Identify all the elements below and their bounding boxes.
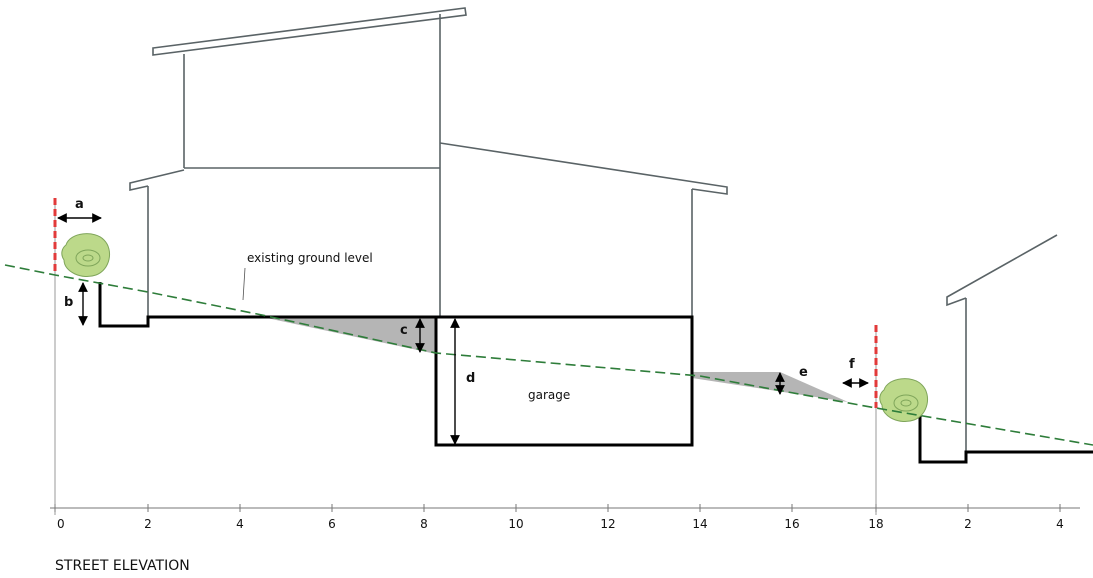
tick-label: 2 [964,517,972,531]
tick-label: 10 [508,517,523,531]
tick-label: 8 [420,517,428,531]
dimension-label: d [466,371,475,386]
roof [946,234,1058,307]
annotation: garage [528,388,570,402]
foundation [98,282,694,447]
title: STREET ELEVATION [55,558,190,574]
tick-label: 14 [692,517,707,531]
leader-line [242,267,246,301]
ground-line [4,264,1093,446]
roof [152,7,467,56]
foundation [918,416,1093,464]
tick-label: 0 [57,517,65,531]
tree [879,378,929,422]
roof [439,142,728,195]
roof [129,169,185,191]
tick-label: 2 [144,517,152,531]
tick-label: 16 [784,517,799,531]
tick-label: 4 [1056,517,1064,531]
dimension-label: a [75,197,84,212]
drawing [4,7,1093,515]
fill-area [692,372,848,402]
dimension-label: b [64,295,73,310]
tree [61,233,111,277]
tick-label: 18 [868,517,883,531]
tick-label: 12 [600,517,615,531]
dimension-label: f [849,357,855,372]
dimension-label: e [799,365,808,380]
tick-label: 4 [236,517,244,531]
labels: a b c d e f existing ground level garage… [55,197,855,574]
axis-ticks: 0 2 4 6 8 10 12 14 16 18 2 4 [54,504,1064,531]
tick-label: 6 [328,517,336,531]
dimension-label: c [400,323,408,338]
cut-area [262,317,436,354]
annotation: existing ground level [247,251,373,265]
